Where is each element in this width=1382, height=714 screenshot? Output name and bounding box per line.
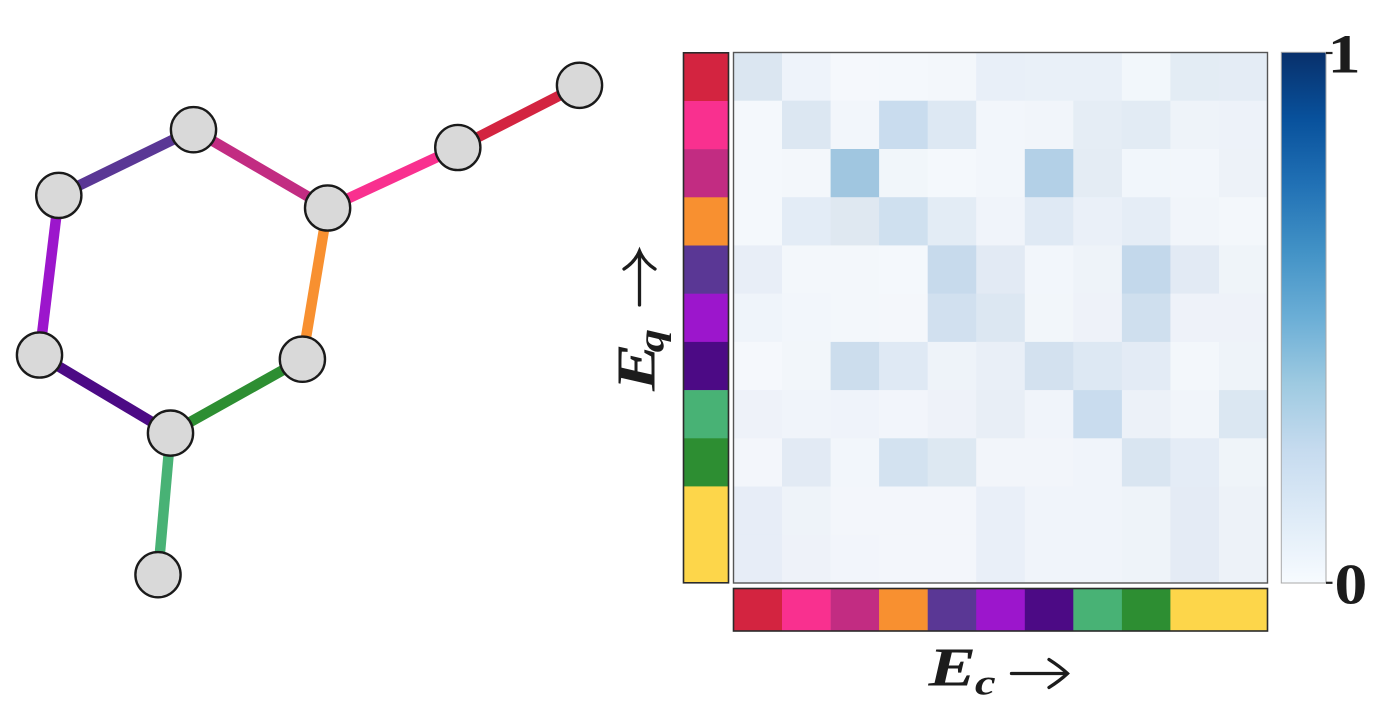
svg-text:1: 1 xyxy=(1328,25,1361,86)
svg-text:Eq: Eq xyxy=(605,329,672,392)
svg-text:0: 0 xyxy=(1335,553,1368,616)
svg-text:Ec: Ec xyxy=(927,637,995,704)
